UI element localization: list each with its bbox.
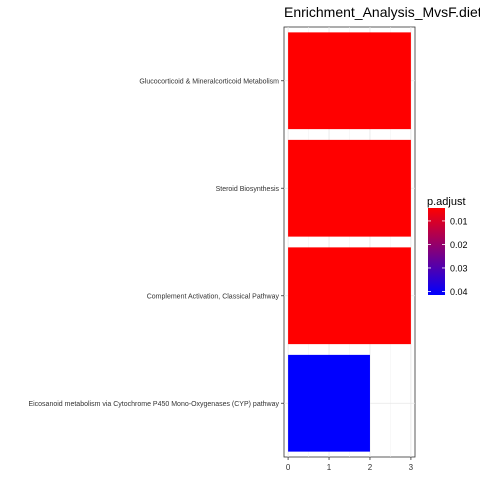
bar xyxy=(288,355,370,452)
x-tick-label: 1 xyxy=(327,463,332,472)
x-tick-label: 0 xyxy=(286,463,291,472)
bar xyxy=(288,247,411,344)
legend-tick-label: 0.03 xyxy=(450,263,468,273)
legend-tick-label: 0.04 xyxy=(450,287,468,297)
x-tick-label: 3 xyxy=(409,463,414,472)
legend-tick-label: 0.02 xyxy=(450,240,468,250)
chart-title: Enrichment_Analysis_MvsF.diet_w xyxy=(284,4,480,20)
bar xyxy=(288,32,411,129)
legend-tick-label: 0.01 xyxy=(450,216,468,226)
legend-title: p.adjust xyxy=(427,196,466,208)
x-axis: 0 1 2 3 xyxy=(286,457,414,472)
x-tick-label: 2 xyxy=(368,463,373,472)
category-labels: Glucocorticoid & Mineralcorticoid Metabo… xyxy=(28,78,284,408)
category-label: Eicosanoid metabolism via Cytochrome P45… xyxy=(28,401,279,408)
bar xyxy=(288,140,411,237)
legend: p.adjust 0.01 0.02 0.03 0.04 xyxy=(427,196,468,297)
category-label: Complement Activation, Classical Pathway xyxy=(147,293,280,300)
category-label: Glucocorticoid & Mineralcorticoid Metabo… xyxy=(139,78,279,85)
category-label: Steroid Biosynthesis xyxy=(216,186,280,193)
